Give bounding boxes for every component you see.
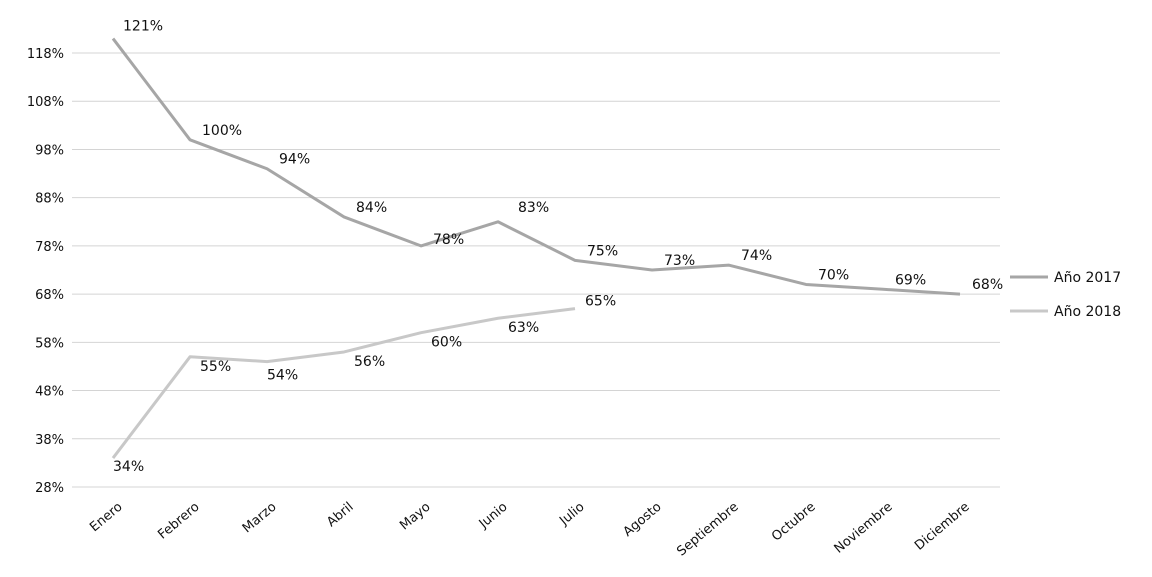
data-label: 69% [895,272,926,288]
x-tick-label: Julio [556,500,587,530]
x-tick-label: Agosto [621,500,665,540]
x-tick-label: Marzo [240,500,280,537]
y-tick-label: 98% [35,143,64,158]
data-label: 84% [356,200,387,216]
x-tick-label: Noviembre [832,500,896,557]
y-tick-label: 108% [27,95,64,110]
x-axis-tick-labels: Enero Febrero Marzo Abril Mayo Junio Julio Agos… [87,500,972,560]
data-label: 60% [431,335,462,351]
data-label: 63% [508,320,539,336]
y-tick-label: 58% [35,336,64,351]
y-tick-label: 28% [35,481,64,496]
data-label: 75% [587,243,618,259]
x-tick-label: Septiembre [674,500,741,560]
y-tick-label: 118% [27,47,64,62]
x-tick-label: Junio [476,500,511,533]
data-label: 68% [972,277,1003,293]
data-label: 70% [818,267,849,283]
data-label: 100% [202,123,242,139]
y-tick-label: 78% [35,240,64,255]
y-tick-label: 48% [35,385,64,400]
data-label: 74% [741,248,772,264]
data-label: 73% [664,253,695,269]
gridlines [72,52,1000,488]
data-label: 34% [113,459,144,475]
data-label: 94% [279,152,310,168]
data-labels: 121% 100% 94% 84% 78% 83% 75% 73% 74% 70% 69% 68% 34… [113,19,1003,476]
x-tick-label: Mayo [397,500,433,534]
x-tick-label: Diciembre [912,500,972,554]
y-tick-label: 88% [35,192,64,207]
data-label: 55% [200,359,231,375]
series-lines [111,37,961,459]
x-tick-label: Febrero [155,500,202,543]
series-line-1 [111,37,961,296]
y-axis-tick-labels: 118% 108% 98% 88% 78% 68% 58% 48% 38% 28% [27,47,64,496]
x-tick-label: Octubre [769,500,819,545]
y-tick-label: 38% [35,433,64,448]
x-tick-label: Enero [87,500,125,536]
legend: Año 2017 Año 2018 [1010,270,1121,320]
data-label: 78% [433,232,464,248]
legend-label: Año 2018 [1054,304,1121,320]
data-label: 54% [267,368,298,384]
data-label: 65% [585,294,616,310]
data-label: 83% [518,200,549,216]
x-tick-label: Abril [324,500,356,531]
legend-label: Año 2017 [1054,270,1121,286]
data-label: 56% [354,354,385,370]
data-label: 121% [123,19,163,35]
series-line-2 [111,307,576,459]
y-tick-label: 68% [35,288,64,303]
